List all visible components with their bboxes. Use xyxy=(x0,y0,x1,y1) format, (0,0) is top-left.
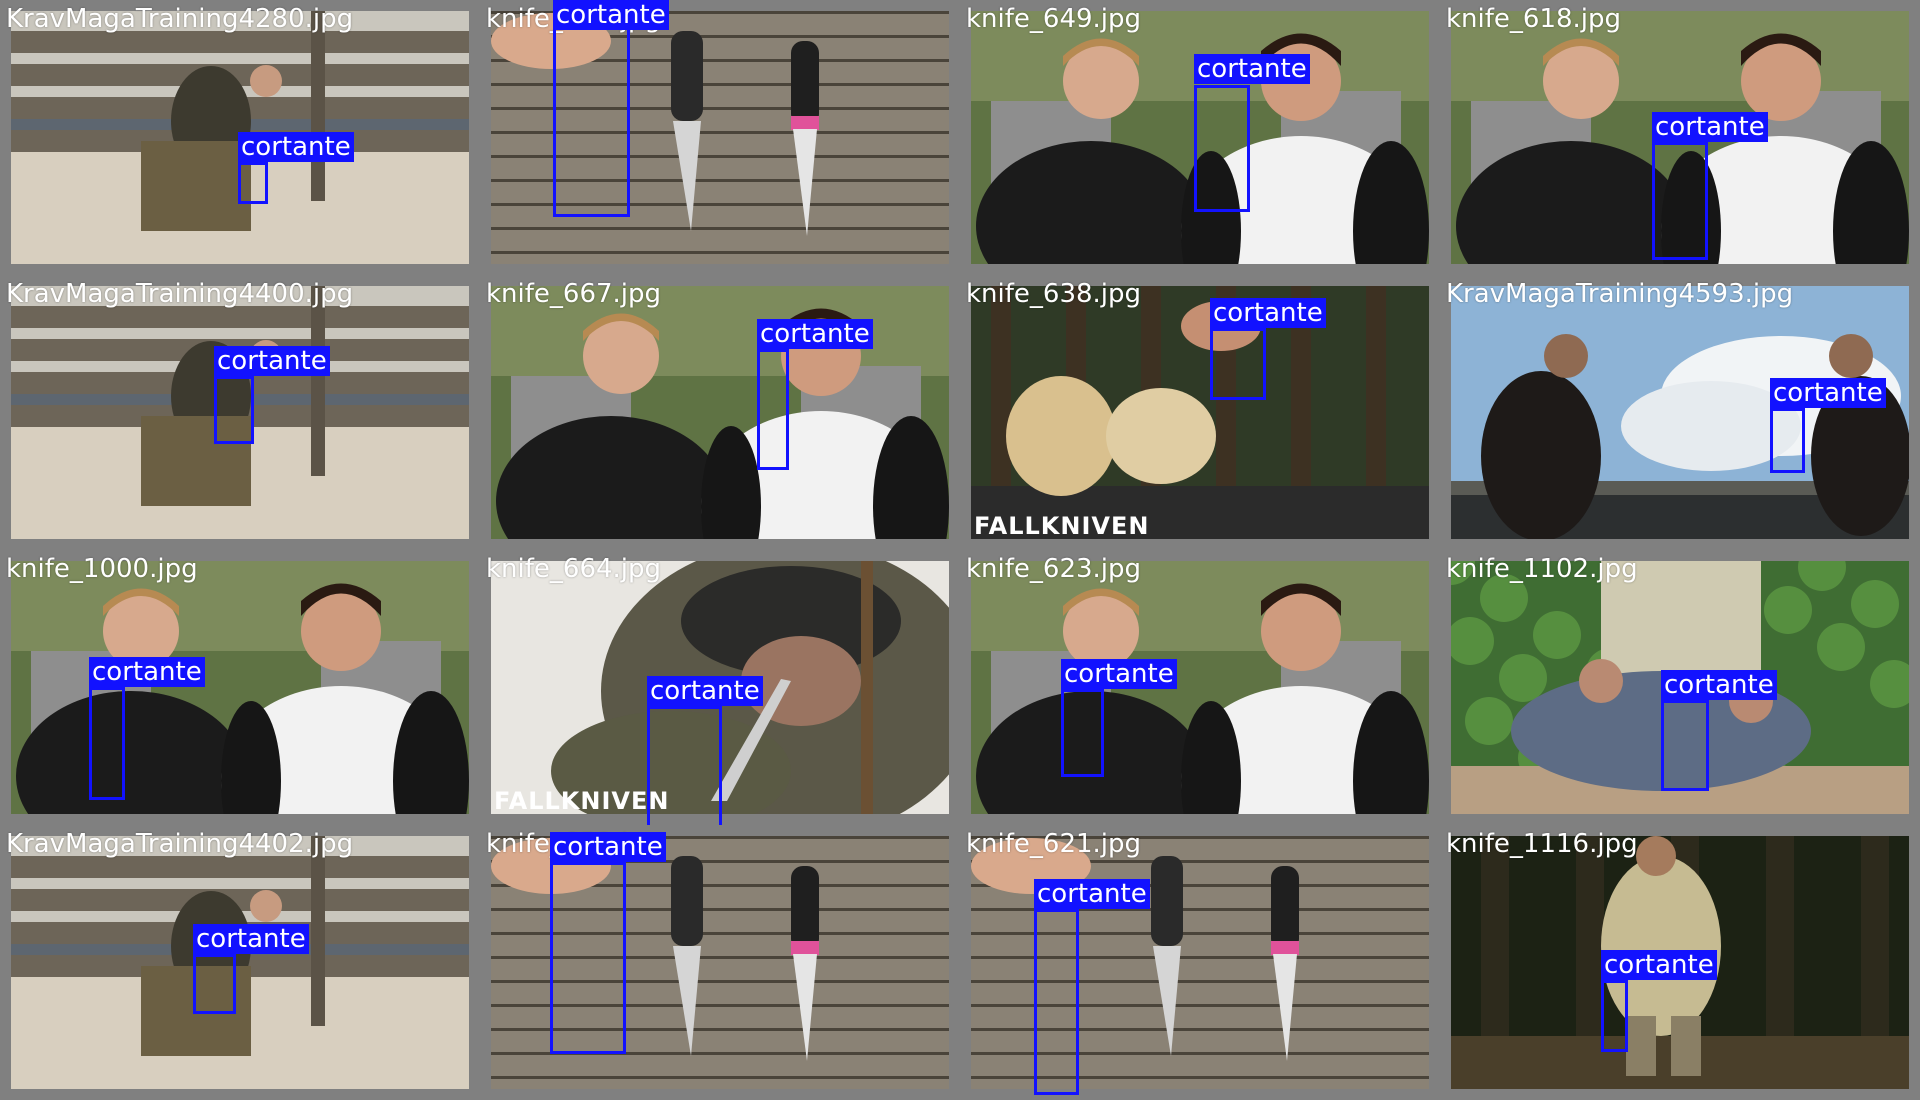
detection-label: cortante xyxy=(1601,950,1717,980)
detection-label: cortante xyxy=(89,657,205,687)
watermark-caption: FALLKNIVEN xyxy=(494,787,670,815)
detection-label: cortante xyxy=(550,832,666,862)
image-tile: knife_664.jpg FALLKNIVEN cortante xyxy=(480,550,960,825)
photo xyxy=(1451,286,1909,539)
photo xyxy=(971,561,1429,814)
bounding-box xyxy=(89,687,125,800)
detection-label: cortante xyxy=(193,924,309,954)
image-filename: knife_618.jpg xyxy=(1446,4,1622,34)
image-tile: knife_1000.jpg cortante xyxy=(0,550,480,825)
detection-label: cortante xyxy=(1034,879,1150,909)
detection-label: cortante xyxy=(647,676,763,706)
bounding-box xyxy=(1210,328,1266,400)
photo xyxy=(1451,836,1909,1089)
image-filename: knife_638.jpg xyxy=(966,279,1142,309)
image-tile: KravMagaTraining4593.jpg cortante xyxy=(1440,275,1920,550)
detection-label: cortante xyxy=(1210,298,1326,328)
image-tile: knife_621.jpg cortante xyxy=(960,825,1440,1100)
image-filename: knife_667.jpg xyxy=(486,279,662,309)
image-tile: KravMagaTraining4400.jpg cortante xyxy=(0,275,480,550)
detection-label: cortante xyxy=(1652,112,1768,142)
detection-label: cortante xyxy=(757,319,873,349)
image-filename: knife_1102.jpg xyxy=(1446,554,1638,584)
bounding-box xyxy=(1652,142,1708,260)
image-filename: KravMagaTraining4400.jpg xyxy=(6,279,354,309)
image-tile: KravMagaTraining4402.jpg cortante xyxy=(0,825,480,1100)
bounding-box xyxy=(1034,909,1079,1095)
bounding-box xyxy=(238,162,268,204)
image-tile: knife_1116.jpg cortante xyxy=(1440,825,1920,1100)
bounding-box xyxy=(1770,408,1805,473)
bounding-box xyxy=(1061,689,1104,777)
photo xyxy=(11,561,469,814)
bounding-box xyxy=(1194,85,1250,212)
watermark-caption: FALLKNIVEN xyxy=(974,512,1150,540)
image-filename: knife_664.jpg xyxy=(486,554,662,584)
photo xyxy=(1451,11,1909,264)
detection-label: cortante xyxy=(1194,54,1310,84)
image-tile: KravMagaTraining4280.jpg cortante xyxy=(0,0,480,275)
image-filename: knife_621.jpg xyxy=(966,829,1142,859)
image-filename: KravMagaTraining4402.jpg xyxy=(6,829,354,859)
photo xyxy=(11,286,469,539)
image-tile: knife_618.jpg cortante xyxy=(1440,0,1920,275)
photo xyxy=(491,286,949,539)
image-tile: knife_638.jpg FALLKNIVEN cortante xyxy=(960,275,1440,550)
image-tile: knife_649.jpg cortante xyxy=(960,0,1440,275)
bounding-box xyxy=(214,376,254,444)
photo xyxy=(491,11,949,264)
photo xyxy=(11,11,469,264)
detection-label: cortante xyxy=(1061,659,1177,689)
detection-label: cortante xyxy=(1770,378,1886,408)
detection-label: cortante xyxy=(214,346,330,376)
photo xyxy=(971,836,1429,1089)
image-filename: KravMagaTraining4280.jpg xyxy=(6,4,354,34)
photo xyxy=(11,836,469,1089)
image-filename: knife_649.jpg xyxy=(966,4,1142,34)
bounding-box xyxy=(1661,700,1709,791)
image-filename: knife_1116.jpg xyxy=(1446,829,1638,859)
bounding-box xyxy=(1601,980,1628,1052)
bounding-box xyxy=(553,25,630,217)
bounding-box xyxy=(550,862,626,1054)
photo xyxy=(491,561,949,814)
image-filename: KravMagaTraining4593.jpg xyxy=(1446,279,1794,309)
detection-label: cortante xyxy=(238,132,354,162)
bounding-box xyxy=(193,954,236,1014)
bounding-box xyxy=(647,706,722,825)
detection-label: cortante xyxy=(553,0,669,30)
image-filename: knife_623.jpg xyxy=(966,554,1142,584)
image-tile: knife_623.jpg cortante xyxy=(960,550,1440,825)
image-filename: knife_1000.jpg xyxy=(6,554,198,584)
bounding-box xyxy=(757,349,789,470)
detection-label: cortante xyxy=(1661,670,1777,700)
image-tile: knife_1102.jpg cortante xyxy=(1440,550,1920,825)
image-tile: knife_667.jpg cortante xyxy=(480,275,960,550)
photo xyxy=(971,286,1429,539)
